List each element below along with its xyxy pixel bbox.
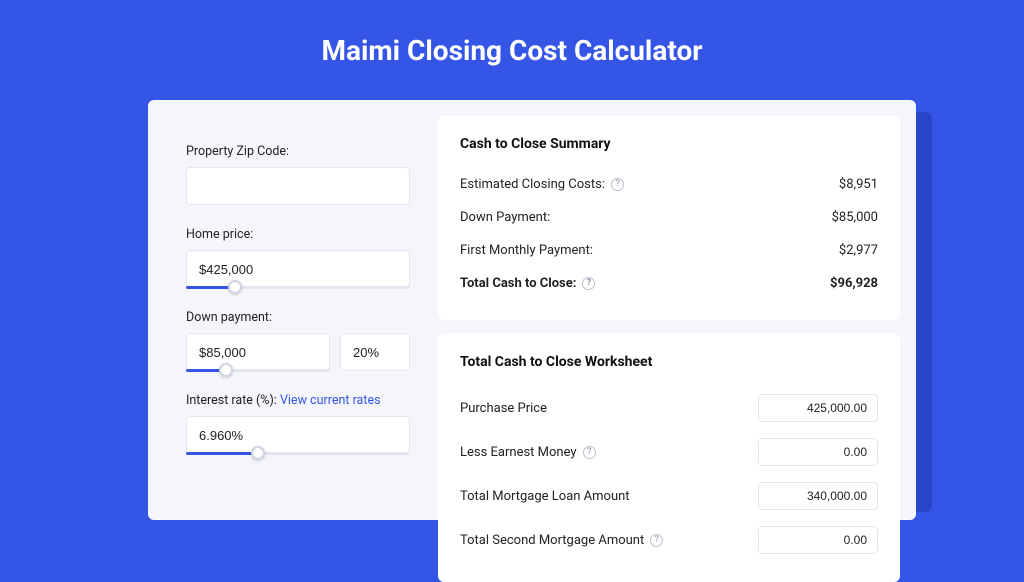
summary-label-text: First Monthly Payment:: [460, 243, 593, 258]
zip-input[interactable]: [186, 167, 410, 205]
worksheet-row-label: Purchase Price: [460, 401, 547, 416]
summary-row: Down Payment: $85,000: [460, 201, 878, 234]
summary-row-label: First Monthly Payment:: [460, 243, 593, 258]
summary-row: Estimated Closing Costs:? $8,951: [460, 168, 878, 201]
worksheet-label-text: Purchase Price: [460, 401, 547, 416]
summary-row: First Monthly Payment: $2,977: [460, 234, 878, 267]
worksheet-value-input[interactable]: [758, 438, 878, 466]
view-rates-link[interactable]: View current rates: [280, 393, 381, 408]
worksheet-value-input[interactable]: [758, 482, 878, 510]
slider-thumb[interactable]: [228, 280, 242, 294]
home-price-input[interactable]: [186, 250, 410, 288]
worksheet-row: Purchase Price: [460, 386, 878, 430]
worksheet-label-text: Total Mortgage Loan Amount: [460, 489, 630, 504]
zip-label: Property Zip Code:: [186, 144, 410, 159]
down-payment-field-group: Down payment:: [186, 310, 410, 371]
results-column: Cash to Close Summary Estimated Closing …: [438, 116, 900, 504]
home-price-label: Home price:: [186, 227, 410, 242]
summary-row-label: Estimated Closing Costs:?: [460, 177, 624, 192]
down-payment-pct-input[interactable]: [340, 333, 410, 371]
worksheet-row: Less Earnest Money?: [460, 430, 878, 474]
summary-label-text: Total Cash to Close:: [460, 276, 576, 291]
worksheet-label-text: Total Second Mortgage Amount: [460, 533, 644, 548]
summary-row-value: $8,951: [839, 177, 878, 192]
interest-label: Interest rate (%): View current rates: [186, 393, 410, 408]
summary-label-text: Estimated Closing Costs:: [460, 177, 605, 192]
summary-row-label: Down Payment:: [460, 210, 550, 225]
summary-panel: Cash to Close Summary Estimated Closing …: [438, 116, 900, 320]
summary-row: Total Cash to Close:? $96,928: [460, 267, 878, 300]
interest-field-group: Interest rate (%): View current rates: [186, 393, 410, 454]
help-icon[interactable]: ?: [582, 277, 595, 290]
worksheet-title: Total Cash to Close Worksheet: [460, 354, 878, 370]
help-icon[interactable]: ?: [611, 178, 624, 191]
worksheet-row: Total Second Mortgage Amount?: [460, 518, 878, 562]
summary-row-value: $85,000: [832, 210, 878, 225]
summary-row-value: $96,928: [830, 276, 878, 291]
calculator-card: Property Zip Code: Home price: Down paym…: [148, 100, 916, 520]
worksheet-value-input[interactable]: [758, 394, 878, 422]
slider-fill: [186, 452, 258, 455]
help-icon[interactable]: ?: [583, 446, 596, 459]
summary-row-label: Total Cash to Close:?: [460, 276, 595, 291]
worksheet-row-label: Total Mortgage Loan Amount: [460, 489, 630, 504]
slider-thumb[interactable]: [251, 446, 265, 460]
worksheet-row-label: Total Second Mortgage Amount?: [460, 533, 663, 548]
worksheet-value-input[interactable]: [758, 526, 878, 554]
worksheet-label-text: Less Earnest Money: [460, 445, 577, 460]
page-title: Maimi Closing Cost Calculator: [0, 0, 1024, 89]
summary-title: Cash to Close Summary: [460, 136, 878, 152]
interest-label-text: Interest rate (%):: [186, 393, 280, 408]
help-icon[interactable]: ?: [650, 534, 663, 547]
interest-input[interactable]: [186, 416, 410, 454]
slider-thumb[interactable]: [219, 363, 233, 377]
worksheet-row-label: Less Earnest Money?: [460, 445, 596, 460]
summary-label-text: Down Payment:: [460, 210, 550, 225]
worksheet-panel: Total Cash to Close Worksheet Purchase P…: [438, 334, 900, 582]
down-payment-input[interactable]: [186, 333, 330, 371]
home-price-field-group: Home price:: [186, 227, 410, 288]
worksheet-row: Total Mortgage Loan Amount: [460, 474, 878, 518]
summary-row-value: $2,977: [839, 243, 878, 258]
down-payment-label: Down payment:: [186, 310, 410, 325]
inputs-column: Property Zip Code: Home price: Down paym…: [164, 116, 422, 504]
zip-field-group: Property Zip Code:: [186, 144, 410, 205]
